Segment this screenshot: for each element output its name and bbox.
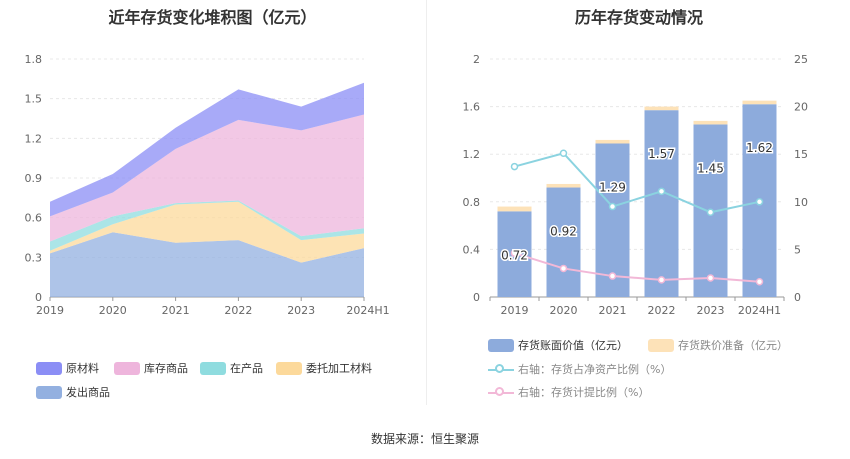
- x-tick-label: 2019: [501, 304, 529, 317]
- legend-item-原材料[interactable]: 原材料: [36, 360, 99, 376]
- line-存货计提比例: [514, 252, 760, 283]
- bar-存货跌价准备: [497, 206, 532, 212]
- legend-swatch-原材料: [36, 361, 62, 375]
- y-tick-label: 1.8: [25, 53, 43, 66]
- legend-label-在产品: 在产品: [230, 362, 263, 375]
- area-库存商品: [50, 114, 364, 242]
- legend-swatch-委托加工材料: [276, 361, 302, 375]
- line-存货占净资产比例: [514, 152, 760, 214]
- bar-存货跌价准备: [693, 120, 728, 125]
- point-存货占净资产比例: [657, 187, 666, 196]
- point-存货占净资产比例: [706, 208, 715, 217]
- y-tick-label: 0: [35, 291, 42, 304]
- y-tick-label: 0.6: [25, 212, 43, 225]
- legend-label-发出商品: 发出商品: [66, 386, 110, 399]
- x-tick-label: 2021: [162, 304, 190, 317]
- y-tick-label: 1.6: [463, 101, 481, 114]
- legend-label-库存商品: 库存商品: [144, 362, 188, 375]
- legend-swatch-存货跌价准备: [648, 338, 674, 352]
- y-tick-label: 0.8: [463, 196, 481, 209]
- y2-tick-label: 10: [794, 196, 808, 209]
- x-tick-label: 2024H1: [738, 304, 781, 317]
- x-tick-label: 2022: [224, 304, 252, 317]
- point-存货计提比例: [559, 264, 568, 273]
- legend-label-存货跌价准备: 存货跌价准备（亿元）: [678, 339, 788, 352]
- point-存货计提比例: [657, 276, 666, 284]
- bar-存货跌价准备: [546, 183, 581, 188]
- data-source-note: 数据来源：恒生聚源: [370, 432, 479, 446]
- area-原材料: [50, 82, 364, 217]
- x-tick-label: 2023: [287, 304, 315, 317]
- legend-label-存货计提比例: 右轴：存货计提比例（%）: [518, 386, 650, 399]
- legend-item-存货占净资产比例[interactable]: 右轴：存货占净资产比例（%）: [488, 361, 671, 377]
- y2-tick-label: 0: [794, 291, 801, 304]
- panel-divider: [426, 0, 427, 405]
- legend-swatch-发出商品: [36, 385, 62, 399]
- legend-swatch-在产品: [200, 361, 226, 375]
- y2-tick-label: 20: [794, 101, 808, 114]
- legend-label-原材料: 原材料: [66, 362, 99, 375]
- point-存货占净资产比例: [755, 198, 764, 206]
- legend-label-存货占净资产比例: 右轴：存货占净资产比例（%）: [518, 363, 672, 376]
- area-发出商品: [50, 232, 364, 297]
- bar-存货账面价值: [595, 143, 630, 297]
- right-chart-panel: 历年存货变动情况 0 0.4 0.8 1.2 1.6 2 0 5 10 15 20 25 2019 202…: [428, 0, 850, 420]
- legend-label-存货账面价值: 存货账面价值（亿元）: [518, 339, 628, 352]
- legend-label-委托加工材料: 委托加工材料: [306, 362, 372, 375]
- bar-value-label: 0.92: [550, 225, 577, 239]
- legend-item-存货计提比例[interactable]: 右轴：存货计提比例（%）: [488, 384, 649, 400]
- bar-value-label: 1.45: [697, 161, 724, 175]
- left-chart-title: 近年存货变化堆积图（亿元）: [108, 8, 317, 27]
- y-tick-label: 0.3: [25, 251, 43, 264]
- legend-item-存货账面价值[interactable]: 存货账面价值（亿元）: [488, 337, 628, 353]
- legend-line-存货占净资产比例: [488, 363, 514, 376]
- y2-tick-label: 25: [794, 53, 808, 66]
- point-存货计提比例: [510, 249, 519, 257]
- x-tick-label: 2019: [36, 304, 64, 317]
- point-存货占净资产比例: [608, 202, 617, 211]
- bar-value-label: 1.29: [599, 180, 626, 194]
- y-tick-label: 0: [473, 291, 480, 304]
- y-tick-label: 2: [473, 53, 480, 66]
- x-tick-label: 2021: [599, 304, 627, 317]
- y-tick-label: 1.2: [463, 148, 481, 161]
- bar-value-label: 1.57: [648, 147, 675, 161]
- bar-存货账面价值: [546, 187, 581, 297]
- legend-swatch-库存商品: [114, 361, 140, 375]
- x-tick-label: 2024H1: [346, 304, 389, 317]
- x-tick-label: 2020: [99, 304, 127, 317]
- stacked-area-chart: 0 0.3 0.6 0.9 1.2 1.5 1.8 2019 2020 2021 2022 2023 2…: [25, 53, 390, 317]
- point-存货占净资产比例: [559, 149, 568, 157]
- legend-item-委托加工材料[interactable]: 委托加工材料: [276, 360, 372, 376]
- bar-存货跌价准备: [742, 100, 777, 105]
- legend-item-存货跌价准备[interactable]: 存货跌价准备（亿元）: [648, 337, 788, 353]
- legend-item-库存商品[interactable]: 库存商品: [114, 360, 188, 376]
- bar-存货跌价准备: [595, 139, 630, 144]
- x-tick-label: 2022: [648, 304, 676, 317]
- point-存货占净资产比例: [510, 162, 519, 171]
- y-tick-label: 1.2: [25, 132, 43, 145]
- y2-tick-label: 15: [794, 148, 808, 161]
- legend-swatch-存货账面价值: [488, 338, 514, 352]
- point-存货计提比例: [755, 278, 764, 286]
- legend-item-在产品[interactable]: 在产品: [200, 360, 263, 376]
- y-tick-label: 1.5: [25, 93, 43, 106]
- legend-item-发出商品[interactable]: 发出商品: [36, 384, 110, 400]
- right-chart-title: 历年存货变动情况: [574, 8, 703, 27]
- bar-value-label: 1.62: [746, 141, 773, 155]
- y-tick-label: 0.4: [463, 243, 481, 256]
- x-tick-label: 2023: [697, 304, 725, 317]
- area-委托加工材料: [50, 201, 364, 263]
- y2-tick-label: 5: [794, 243, 801, 256]
- left-chart-panel: 近年存货变化堆积图（亿元） 0 0.3 0.6 0.9 1.2 1.5 1.8 2019 202…: [0, 0, 425, 420]
- bar-存货跌价准备: [644, 106, 679, 111]
- y-tick-label: 0.9: [25, 172, 43, 185]
- x-tick-label: 2020: [550, 304, 578, 317]
- legend-line-存货计提比例: [488, 386, 514, 399]
- bar-value-label: 0.72: [501, 248, 528, 262]
- point-存货计提比例: [706, 274, 715, 282]
- bar-存货账面价值: [644, 110, 679, 297]
- point-存货计提比例: [608, 272, 617, 280]
